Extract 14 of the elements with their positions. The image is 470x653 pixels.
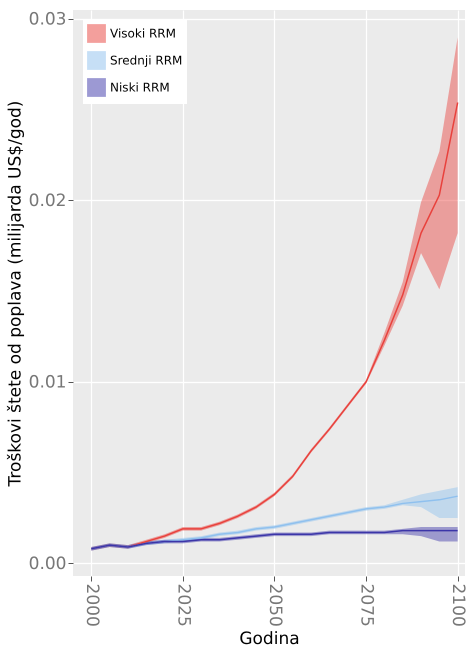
legend-label: Visoki RRM	[110, 26, 176, 40]
x-tick-label: 2075	[356, 584, 377, 627]
legend-label: Niski RRM	[110, 80, 170, 94]
x-tick-label: 2100	[448, 584, 468, 627]
y-axis-title: Troškovi štete od poplava (milijarda US$/god)	[6, 100, 26, 488]
legend-label: Srednji RRM	[110, 54, 182, 68]
y-tick-label: 0.03	[28, 10, 66, 30]
y-tick-label: 0.01	[28, 372, 66, 392]
x-axis-title: Godina	[239, 628, 300, 649]
x-tick-label: 2000	[82, 584, 102, 627]
x-tick-label: 2050	[264, 584, 285, 627]
x-tick-label: 2025	[173, 584, 194, 627]
y-tick-label: 0.02	[28, 190, 66, 211]
y-tick-label: 0.00	[28, 554, 66, 574]
